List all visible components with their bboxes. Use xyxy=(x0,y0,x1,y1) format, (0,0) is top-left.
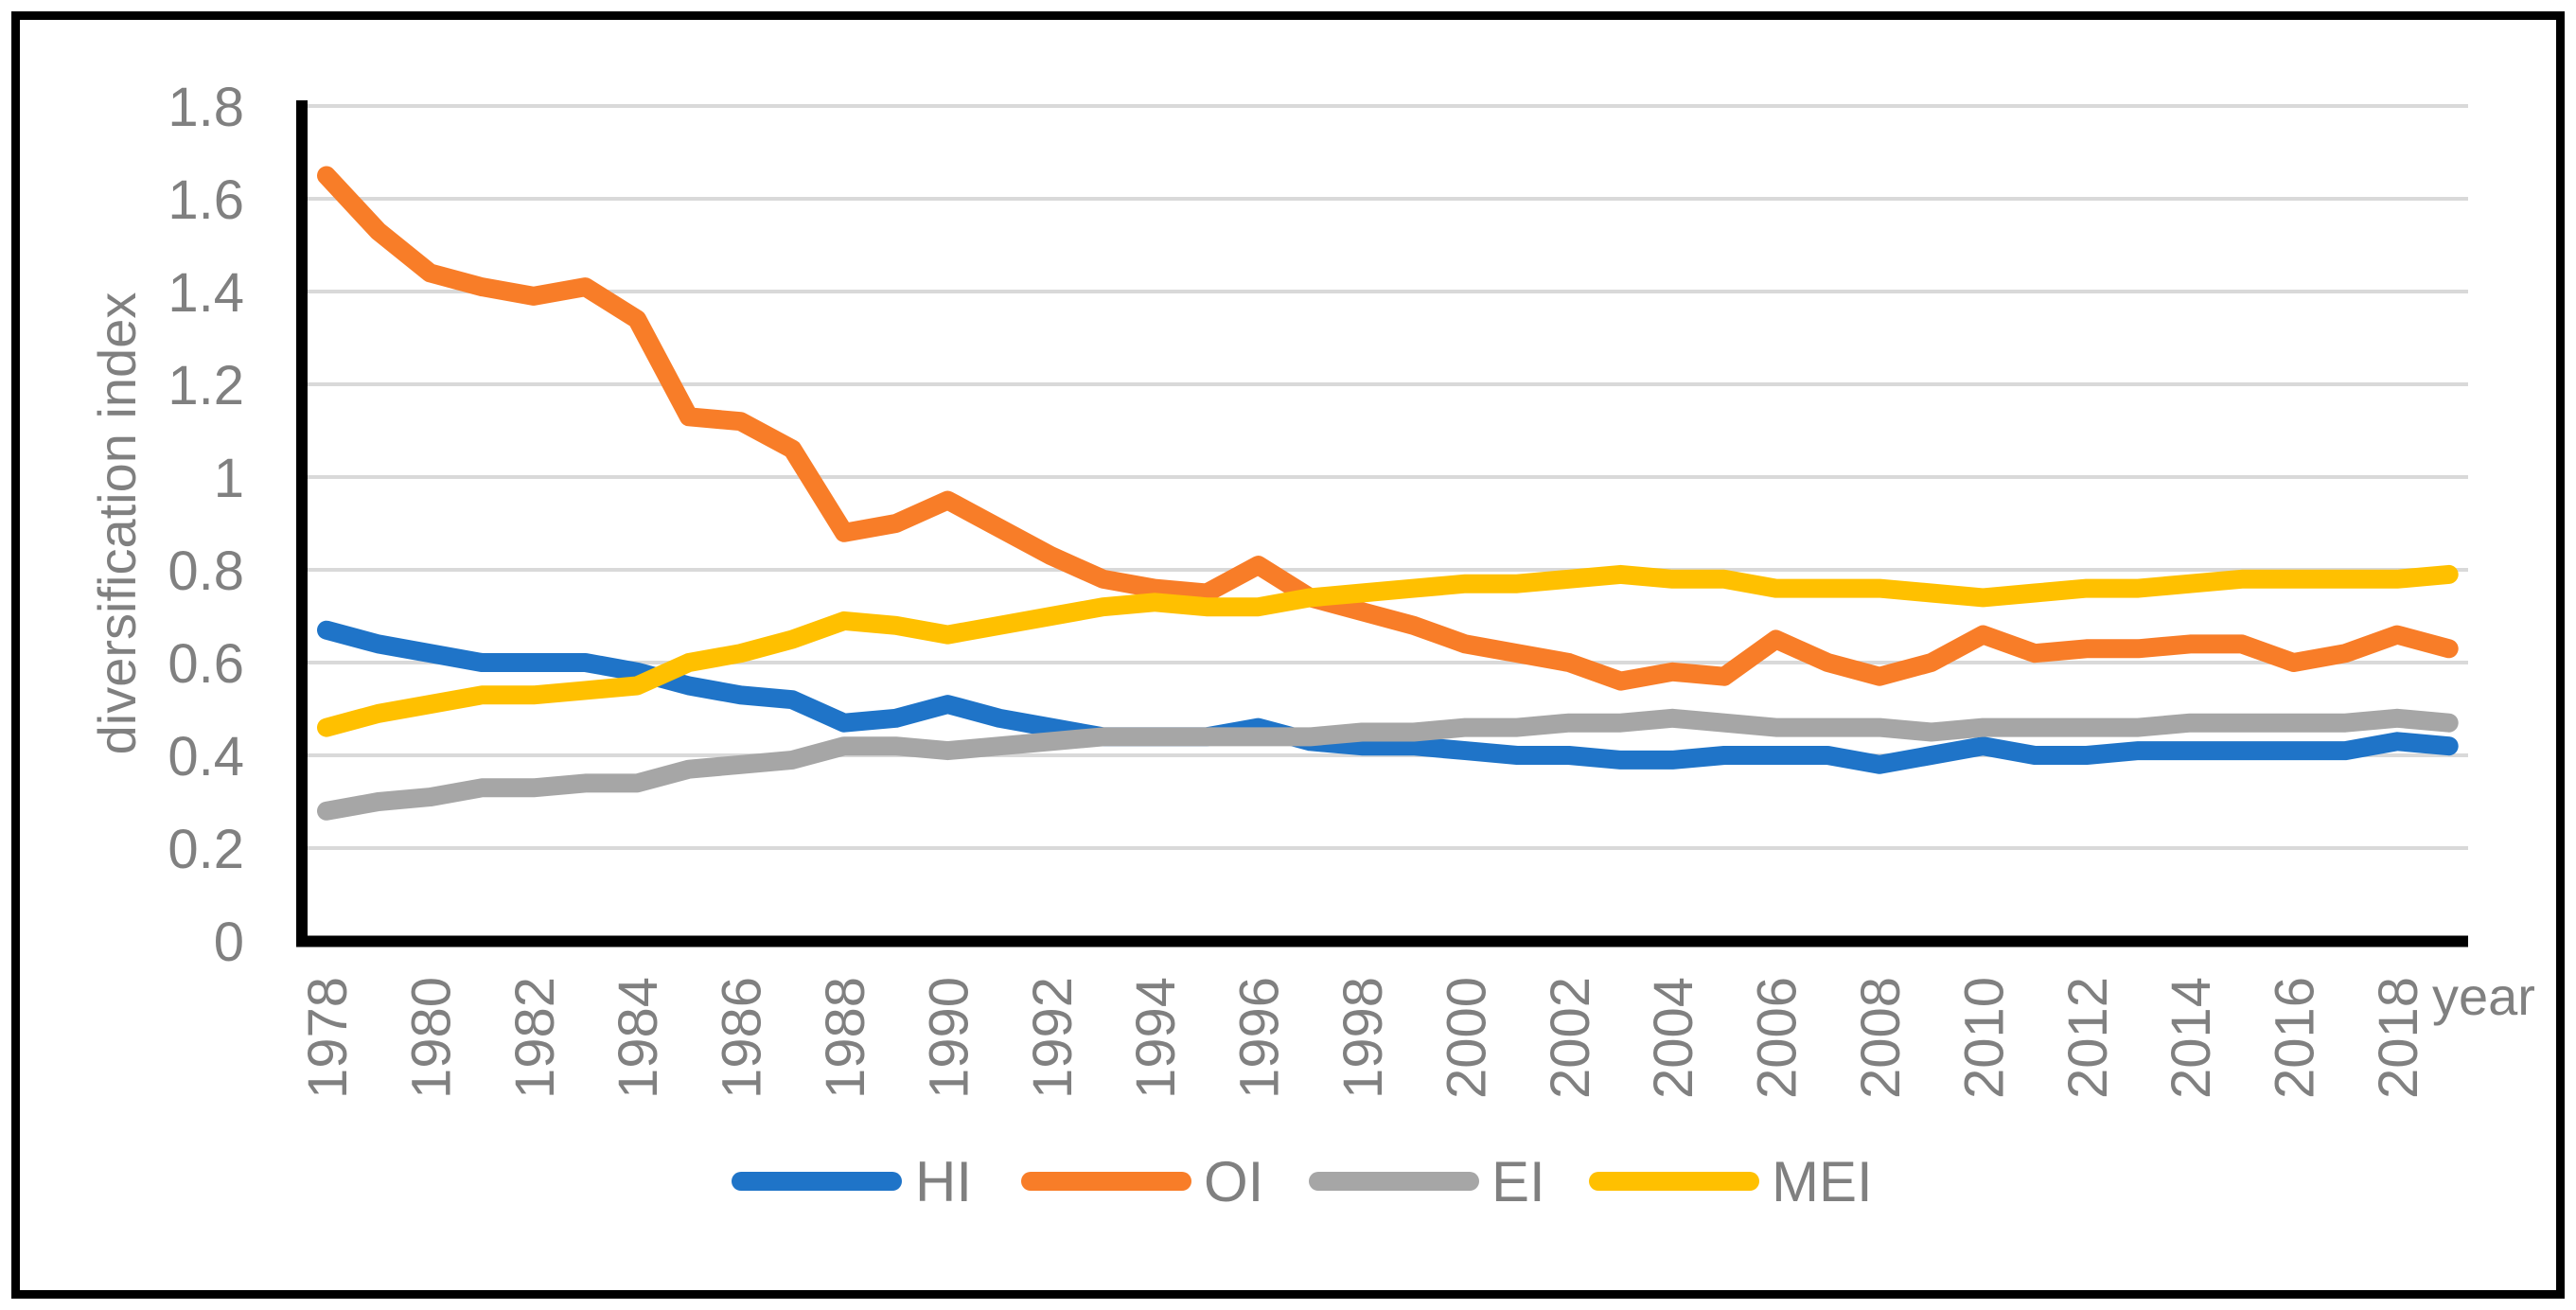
y-tick-label: 0.2 xyxy=(168,819,244,880)
x-tick-label: 2014 xyxy=(2161,977,2222,1099)
x-tick-label: 1982 xyxy=(504,977,566,1099)
y-tick-label: 0.6 xyxy=(168,633,244,695)
y-tick-label: 1 xyxy=(214,448,244,509)
y-tick-label: 0 xyxy=(214,912,244,973)
x-tick-label: 2006 xyxy=(1747,977,1808,1099)
x-axis-tick-labels: 1978 1980 1982 1984 1986 1988 1990 1992 1994 1996… xyxy=(297,977,2429,1099)
series-line-oi xyxy=(317,166,2459,691)
legend-label-ei: EI xyxy=(1491,1150,1545,1213)
x-tick-label: 2008 xyxy=(1850,977,1912,1099)
legend-item-ei: EI xyxy=(1309,1150,1545,1213)
y-tick-label: 0.4 xyxy=(168,726,244,788)
series-lines xyxy=(317,166,2459,821)
legend-label-mei: MEI xyxy=(1772,1150,1873,1213)
gridlines xyxy=(296,104,2468,850)
x-tick-label: 1978 xyxy=(297,977,359,1099)
legend-swatch-hi-icon xyxy=(732,1172,902,1191)
legend-swatch-ei-icon xyxy=(1309,1172,1479,1191)
legend-label-oi: OI xyxy=(1204,1150,1263,1213)
x-tick-label: 1994 xyxy=(1125,977,1187,1099)
axes xyxy=(296,100,2468,947)
x-tick-label: 1984 xyxy=(608,977,669,1099)
y-tick-label: 1.2 xyxy=(168,355,244,416)
x-tick-label: 1986 xyxy=(712,977,773,1099)
outer-border xyxy=(11,11,2565,1299)
x-tick-label: 1990 xyxy=(918,977,979,1099)
x-tick-label: 2004 xyxy=(1643,977,1704,1099)
legend-item-hi: HI xyxy=(732,1150,972,1213)
x-tick-label: 2012 xyxy=(2057,977,2119,1099)
y-tick-label: 1.4 xyxy=(168,262,244,324)
legend-swatch-mei-icon xyxy=(1589,1172,1759,1191)
x-tick-label: 1988 xyxy=(815,977,876,1099)
legend: HI OI EI MEI xyxy=(732,1150,1873,1213)
x-tick-label: 2000 xyxy=(1436,977,1497,1099)
y-tick-label: 1.6 xyxy=(168,169,244,231)
legend-item-oi: OI xyxy=(1021,1150,1263,1213)
series-line-mei xyxy=(317,564,2459,737)
x-tick-label: 2002 xyxy=(1540,977,1601,1099)
x-axis-title: year xyxy=(2432,966,2535,1026)
legend-item-mei: MEI xyxy=(1589,1150,1873,1213)
y-axis-title: diversification index xyxy=(87,292,147,755)
plot-area: 00.20.40.60.811.21.41.61.8 1978 1980 1982 1… xyxy=(87,77,2535,1099)
series-line-ei xyxy=(317,708,2459,821)
x-tick-label: 1996 xyxy=(1229,977,1291,1099)
x-tick-label: 1998 xyxy=(1332,977,1394,1099)
x-tick-label: 1992 xyxy=(1022,977,1084,1099)
y-axis-tick-labels: 0 0.2 0.4 0.6 0.8 1 1.2 1.4 1.6 1.8 xyxy=(168,77,244,973)
legend-swatch-oi-icon xyxy=(1021,1172,1191,1191)
x-tick-label: 2018 xyxy=(2368,977,2429,1099)
legend-label-hi: HI xyxy=(915,1150,972,1213)
y-tick-label: 0.8 xyxy=(168,540,244,602)
y-tick-label: 1.8 xyxy=(168,77,244,138)
x-tick-label: 2016 xyxy=(2265,977,2326,1099)
x-tick-label: 2010 xyxy=(1953,977,2015,1099)
series-line-hi xyxy=(317,620,2459,774)
x-tick-label: 1980 xyxy=(400,977,462,1099)
